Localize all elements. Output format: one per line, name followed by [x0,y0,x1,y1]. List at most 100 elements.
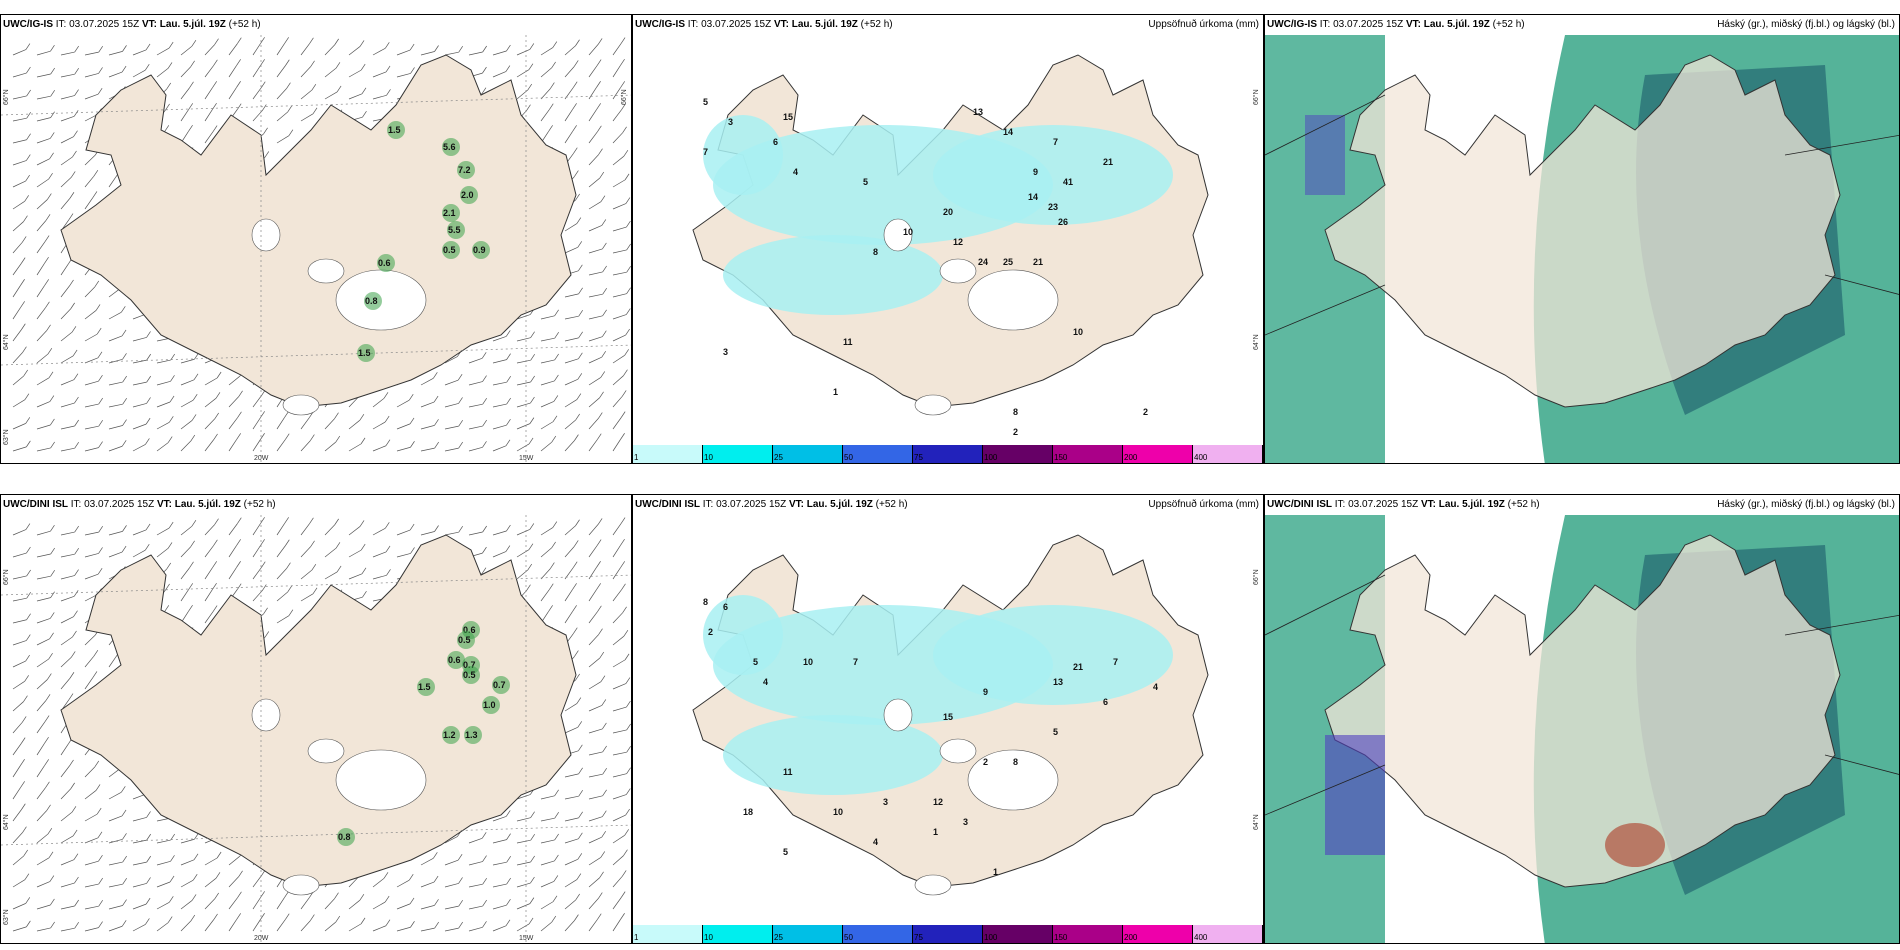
wind-barb-flag [311,563,317,571]
wind-barb-flag [575,39,580,46]
wind-barb [444,51,459,56]
wind-barb [276,111,288,122]
wind-barb [588,634,599,646]
wind-barb-flag [551,541,556,549]
wind-barb [12,640,27,646]
wind-barb-flag [551,915,557,923]
wind-barb [540,589,550,602]
wind-barb [300,920,311,932]
precip-value-label: 9 [983,687,988,697]
wind-barb [444,356,458,364]
wind-barb [516,69,530,78]
wind-barb [516,923,530,932]
colorbar-label: 75 [914,453,923,462]
wind-barb-flag [577,721,583,728]
wind-barb-flag [573,60,579,67]
precip-cell [357,344,375,362]
wind-barb-flag [170,833,175,841]
wind-barb [588,177,600,188]
wind-barb-flag [602,789,607,796]
wind-barb [492,381,507,386]
wind-barb-flag [620,81,626,88]
wind-barb-flag [169,896,174,903]
wind-barb-flag [506,877,511,885]
wind-barb-flag [625,808,630,816]
wind-barb [12,879,26,888]
panel-bot-left: UWC/DINI ISL IT: 03.07.2025 15Z VT: Lau.… [0,494,632,944]
wind-barb-flag [44,235,50,242]
precip-colorbar: 1 10 25 50 75 100 150 200 400 [633,445,1263,463]
wind-barb-flag [260,81,266,88]
wind-barb [60,51,75,56]
wind-barb [12,809,22,822]
wind-barb [564,589,573,602]
wind-barb [12,180,26,188]
wind-barb-flag [625,328,630,336]
precip-cell [442,241,460,259]
wind-barb [372,71,387,78]
wind-barb [564,611,573,624]
wind-barb-flag [23,215,28,222]
wind-barb [36,307,46,320]
colorbar-label: 50 [844,933,853,942]
wind-barb-flag [434,441,439,449]
wind-barb-flag [597,125,602,132]
wind-barb [348,526,361,536]
wind-barb [84,333,98,342]
wind-barb [276,65,286,78]
wind-barb-flag [191,520,197,527]
wind-barb-flag [434,45,439,52]
wind-barb-flag [457,853,463,861]
wind-barb-flag [530,396,535,404]
wind-barb [60,379,75,386]
precip-cell [417,678,435,696]
wind-barb-flag [98,45,103,53]
wind-barb-flag [551,435,557,443]
wind-barb-flag [575,519,580,526]
panel-top-mid: UWC/IG-IS IT: 03.07.2025 15Z VT: Lau. 5.… [632,14,1264,464]
wind-barb [36,638,50,646]
wind-barb [60,332,73,342]
convective-cloud [1605,823,1665,867]
precip-cell [337,828,355,846]
wind-barb-flag [361,87,367,95]
wind-barb [516,839,531,844]
wind-barb [540,401,555,408]
wind-barb [12,832,23,844]
precip-value-label: 5.6 [443,142,456,152]
wind-barb-flag [334,38,339,46]
wind-barb-flag [548,583,554,590]
wind-barb [36,787,46,800]
wind-barb-flag [44,279,50,286]
wind-barb [60,678,71,690]
precip-value-label: 11 [843,337,853,347]
wind-barb [348,419,361,430]
wind-barb-flag [548,103,554,110]
precip-value-label: 1 [933,827,938,837]
wind-barb-flag [578,352,583,360]
wind-barb-flag [25,523,31,530]
wind-barb-flag [49,612,55,619]
wind-barb-flag [69,279,74,287]
precip-value-label: 0.9 [473,245,486,255]
wind-barb [108,71,123,78]
wind-barb-flag [98,921,103,928]
wind-barb [132,549,146,558]
wind-barb [108,425,123,430]
wind-barb-flag [575,893,580,901]
wind-barb-flag [212,583,217,590]
wind-barb-flag [552,415,558,422]
lat-label: 64°N [1253,814,1260,830]
wind-barb-flag [94,280,100,288]
wind-barb-flag [573,627,578,634]
wind-barb [156,860,171,866]
wind-barb-flag [598,412,603,419]
wind-barb-flag [433,852,438,859]
wind-barb-flag [482,525,487,533]
wind-barb [444,836,458,844]
precip-cell [492,676,510,694]
wind-barb [348,899,361,910]
wind-barb [564,795,579,800]
wind-barb-flag [170,353,175,361]
colorbar-segment: 400 [1193,925,1263,943]
